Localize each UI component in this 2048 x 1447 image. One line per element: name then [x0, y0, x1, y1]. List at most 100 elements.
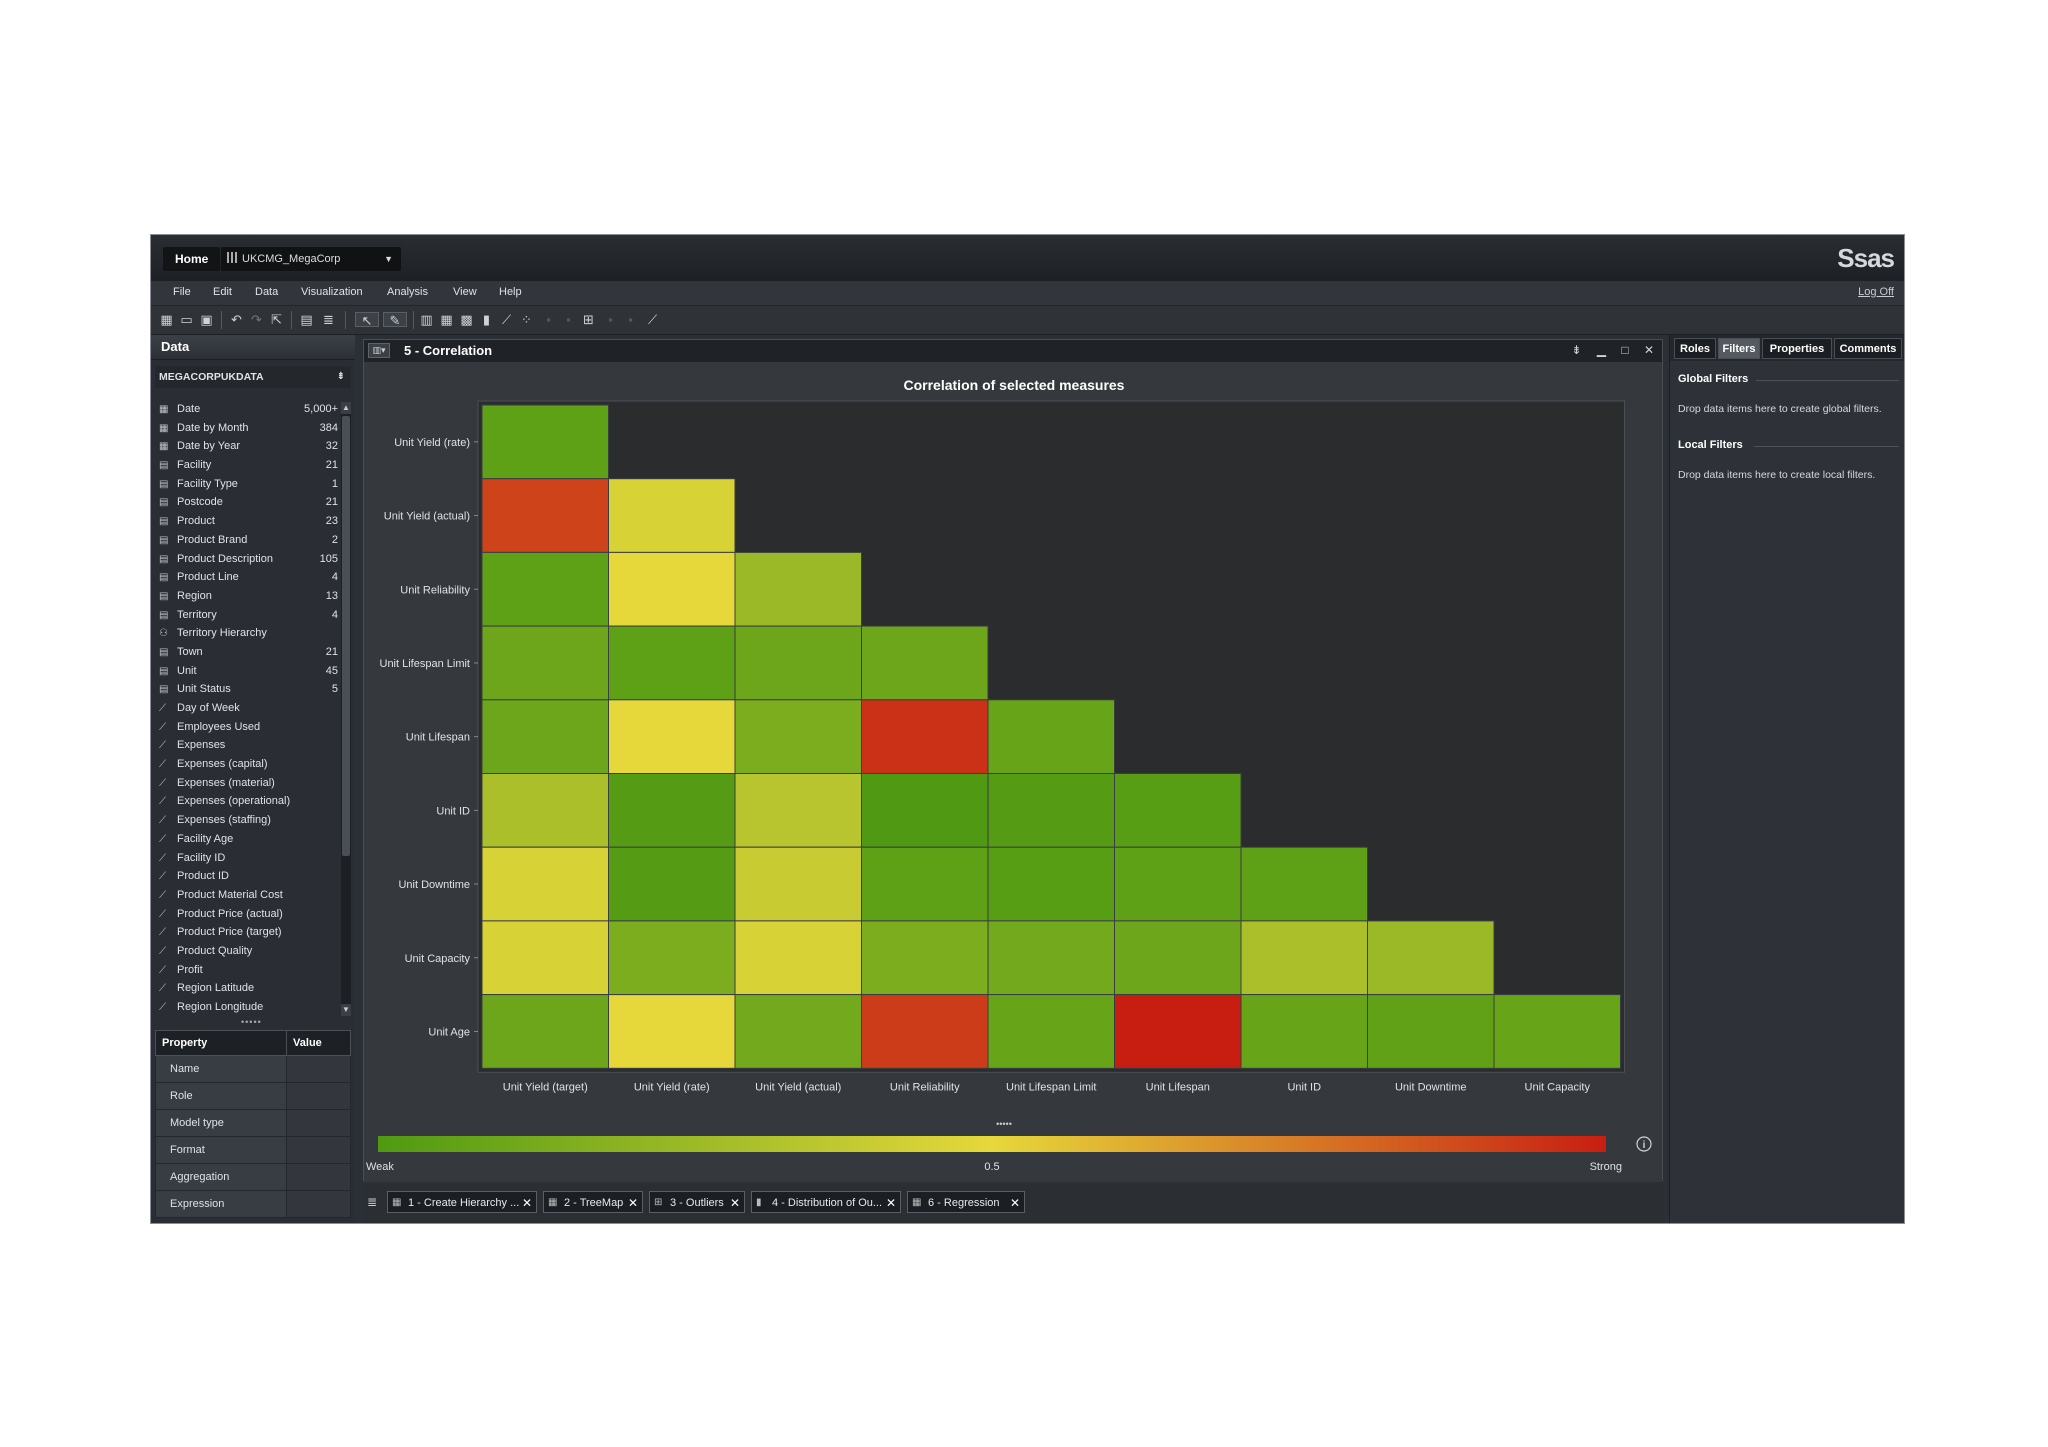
scroll-down-icon[interactable]: ▼: [341, 1004, 351, 1016]
data-item-label: Profit: [177, 963, 203, 976]
data-item[interactable]: ⟋ Region Longitude: [155, 998, 340, 1015]
data-item[interactable]: ▦ Date 5,000+: [155, 400, 340, 419]
crosstab-icon[interactable]: ▩: [460, 312, 473, 327]
close-icon[interactable]: ✕: [1009, 1196, 1020, 1210]
menu-icon[interactable]: ⇟: [336, 371, 345, 382]
property-value[interactable]: [286, 1136, 351, 1164]
tab-roles[interactable]: Roles: [1674, 338, 1716, 359]
menu-analysis[interactable]: Analysis: [387, 286, 428, 298]
close-icon[interactable]: ✕: [729, 1196, 740, 1210]
brush-icon[interactable]: ✎: [383, 312, 407, 328]
data-item[interactable]: ▤ Facility Type 1: [155, 475, 340, 494]
export-icon[interactable]: ⇱: [271, 312, 282, 327]
data-item-label: Facility ID: [177, 851, 226, 864]
data-item[interactable]: ▤ Postcode 21: [155, 493, 340, 512]
data-item[interactable]: ▤ Unit Status 5: [155, 680, 340, 699]
data-item[interactable]: ⟋ Day of Week: [155, 699, 340, 718]
data-item[interactable]: ⟋ Facility Age: [155, 830, 340, 849]
data-item[interactable]: ⟋ Product Material Cost: [155, 886, 340, 905]
data-item[interactable]: ⟋ Profit: [155, 961, 340, 980]
data-item[interactable]: ▤ Unit 45: [155, 662, 340, 681]
data-item[interactable]: ▤ Product Line 4: [155, 568, 340, 587]
data-item[interactable]: ▤ Town 21: [155, 643, 340, 662]
log-off-link[interactable]: Log Off: [1858, 286, 1894, 298]
data-item[interactable]: ▦ Date by Month 384: [155, 419, 340, 438]
correlation-icon[interactable]: ⟋: [647, 312, 658, 327]
page-tab-regression[interactable]: ▦ 6 - Regression ✕: [907, 1191, 1025, 1213]
data-item[interactable]: ▦ Date by Year 32: [155, 437, 340, 456]
data-item-label: Expenses (operational): [177, 795, 291, 808]
data-list-scrollbar[interactable]: ▲ ▼: [341, 402, 351, 1016]
data-item[interactable]: ⟋ Product ID: [155, 867, 340, 886]
data-source-select[interactable]: MEGACORPUKDATA ⇟: [155, 366, 351, 388]
data-item[interactable]: ⚇ Territory Hierarchy: [155, 624, 340, 643]
property-value[interactable]: [286, 1055, 351, 1083]
data-item[interactable]: ⟋ Product Price (target): [155, 923, 340, 942]
data-item[interactable]: ⟋ Facility ID: [155, 849, 340, 868]
menu-data[interactable]: Data: [255, 286, 279, 298]
save-icon[interactable]: ▣: [200, 312, 213, 327]
splitter-grip[interactable]: •••••: [241, 1017, 262, 1027]
property-value[interactable]: [286, 1163, 351, 1191]
property-value[interactable]: [286, 1190, 351, 1218]
layers-icon[interactable]: ≣: [323, 312, 334, 327]
auto-chart-icon[interactable]: ▥: [420, 312, 433, 327]
data-item[interactable]: ▤ Product Brand 2: [155, 531, 340, 550]
close-icon[interactable]: ✕: [627, 1196, 638, 1210]
scroll-thumb[interactable]: [342, 416, 350, 856]
undo-icon[interactable]: ↶: [231, 312, 242, 327]
project-select[interactable]: UKCMG_MegaCorp ▼: [221, 247, 401, 271]
select-pointer-icon[interactable]: ↖: [355, 312, 379, 328]
page-tab-treemap[interactable]: ▦ 2 - TreeMap ✕: [543, 1191, 643, 1213]
pin-icon[interactable]: ⇟: [1571, 343, 1582, 357]
menu-edit[interactable]: Edit: [213, 286, 232, 298]
page-tab-distribution[interactable]: ▮ 4 - Distribution of Ou... ✕: [751, 1191, 901, 1213]
tab-properties[interactable]: Properties: [1762, 338, 1832, 359]
menu-view[interactable]: View: [453, 286, 477, 298]
page-icon[interactable]: ▤: [300, 312, 313, 327]
tab-comments[interactable]: Comments: [1834, 338, 1902, 359]
close-icon[interactable]: ✕: [885, 1196, 896, 1210]
redo-icon[interactable]: ↷: [251, 312, 262, 327]
data-item[interactable]: ▤ Product Description 105: [155, 550, 340, 569]
visualization-header: ▥▾ 5 - Correlation ⇟ ▁ □ ✕: [364, 340, 1662, 363]
property-value[interactable]: [286, 1109, 351, 1137]
data-item[interactable]: ⟋ Expenses (material): [155, 774, 340, 793]
property-value[interactable]: [286, 1082, 351, 1110]
data-item[interactable]: ▤ Facility 21: [155, 456, 340, 475]
menu-visualization[interactable]: Visualization: [301, 286, 363, 298]
line-chart-icon[interactable]: ⟋: [501, 312, 512, 327]
new-icon[interactable]: ▦: [160, 312, 173, 327]
maximize-icon[interactable]: □: [1621, 343, 1629, 357]
home-button[interactable]: Home: [163, 247, 221, 271]
data-item[interactable]: ▤ Product 23: [155, 512, 340, 531]
data-item[interactable]: ⟋ Expenses (staffing): [155, 811, 340, 830]
data-item[interactable]: ⟋ Region Latitude: [155, 979, 340, 998]
close-icon[interactable]: ✕: [521, 1196, 532, 1210]
global-filters-drop-zone[interactable]: Drop data items here to create global fi…: [1678, 403, 1882, 415]
data-item[interactable]: ⟋ Expenses: [155, 736, 340, 755]
menu-help[interactable]: Help: [499, 286, 522, 298]
scatter-plot-icon[interactable]: ⁘: [521, 312, 532, 327]
page-tab-outliers[interactable]: ⊞ 3 - Outliers ✕: [649, 1191, 745, 1213]
tab-filters[interactable]: Filters: [1718, 338, 1760, 359]
scroll-up-icon[interactable]: ▲: [341, 402, 351, 414]
minimize-icon[interactable]: ▁: [1596, 343, 1606, 357]
page-menu-icon[interactable]: ≣: [367, 1195, 378, 1209]
close-icon[interactable]: ✕: [1643, 343, 1654, 357]
page-tab-create-hierarchy[interactable]: ▦ 1 - Create Hierarchy ... ✕: [387, 1191, 537, 1213]
data-item[interactable]: ⟋ Expenses (capital): [155, 755, 340, 774]
bar-chart-icon[interactable]: ▮: [482, 312, 491, 327]
data-item[interactable]: ⟋ Expenses (operational): [155, 792, 340, 811]
data-item[interactable]: ⟋ Product Price (actual): [155, 905, 340, 924]
data-item[interactable]: ▤ Region 13: [155, 587, 340, 606]
data-item[interactable]: ⟋ Employees Used: [155, 718, 340, 737]
table-icon[interactable]: ▦: [440, 312, 453, 327]
visualization-type-icon[interactable]: ▥▾: [368, 343, 390, 358]
box-plot-icon[interactable]: ⊞: [583, 312, 594, 327]
data-item[interactable]: ⟋ Product Quality: [155, 942, 340, 961]
menu-file[interactable]: File: [173, 286, 191, 298]
data-item[interactable]: ▤ Territory 4: [155, 606, 340, 625]
local-filters-drop-zone[interactable]: Drop data items here to create local fil…: [1678, 469, 1876, 481]
open-folder-icon[interactable]: ▭: [180, 312, 193, 327]
